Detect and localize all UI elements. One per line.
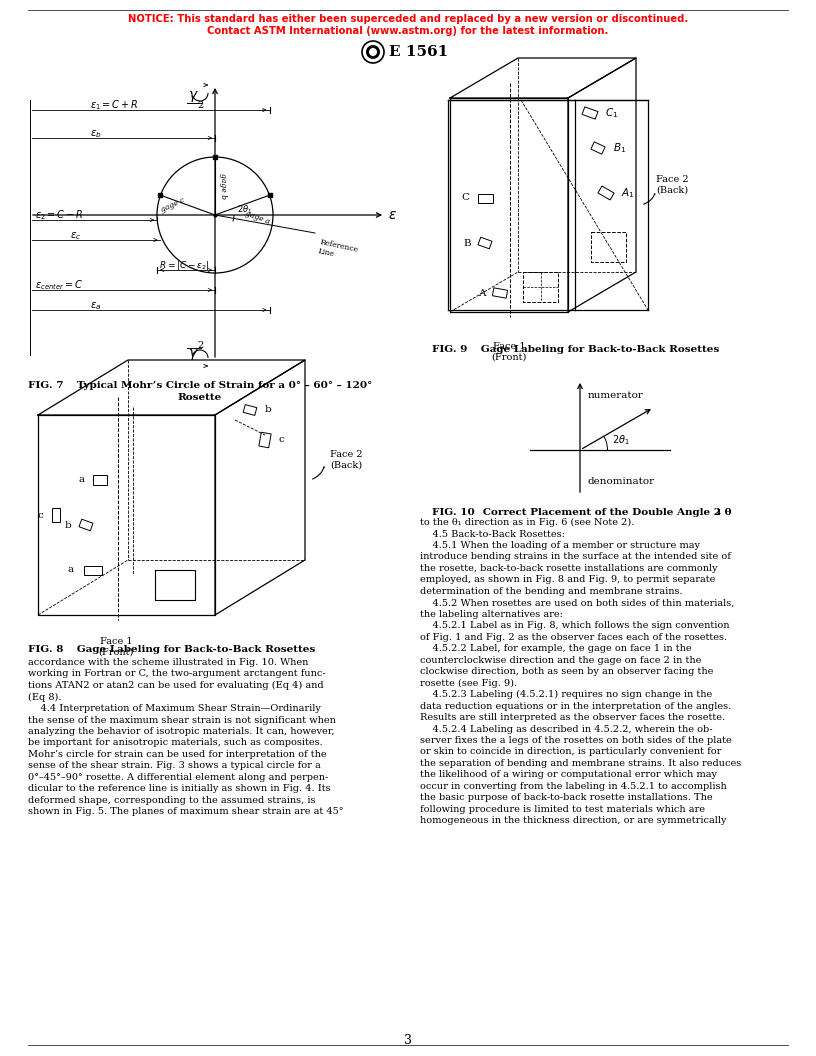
Text: $R=|C-\epsilon_2|$: $R=|C-\epsilon_2|$ bbox=[159, 259, 210, 272]
Text: $\gamma$: $\gamma$ bbox=[188, 346, 198, 361]
Text: gage a: gage a bbox=[244, 209, 271, 225]
Circle shape bbox=[369, 48, 377, 56]
Text: Gage Labeling for Back-to-Back Rosettes: Gage Labeling for Back-to-Back Rosettes bbox=[470, 345, 719, 354]
Text: c: c bbox=[278, 435, 284, 445]
Text: $\gamma$: $\gamma$ bbox=[188, 89, 198, 103]
Text: 2: 2 bbox=[197, 340, 204, 350]
Text: gage b: gage b bbox=[219, 173, 227, 199]
Text: Reference
Line: Reference Line bbox=[317, 238, 359, 263]
Text: Correct Placement of the Double Angle 2 θ: Correct Placement of the Double Angle 2 … bbox=[472, 508, 731, 517]
Text: A: A bbox=[478, 288, 486, 298]
Text: $C_1$: $C_1$ bbox=[605, 106, 619, 120]
Text: gage c: gage c bbox=[159, 196, 186, 214]
Text: NOTICE: This standard has either been superceded and replaced by a new version o: NOTICE: This standard has either been su… bbox=[128, 14, 688, 24]
Text: E 1561: E 1561 bbox=[389, 45, 448, 59]
Text: $\epsilon_{center} = C$: $\epsilon_{center} = C$ bbox=[35, 278, 83, 293]
Text: $2\theta_1$: $2\theta_1$ bbox=[612, 433, 630, 447]
Text: $\epsilon_2 = C-R$: $\epsilon_2 = C-R$ bbox=[35, 208, 83, 222]
Text: Face 1
(Front): Face 1 (Front) bbox=[98, 637, 134, 657]
Text: to the θ₁ direction as in Fig. 6 (see Note 2).
    4.5 Back-to-Back Rosettes:
  : to the θ₁ direction as in Fig. 6 (see No… bbox=[420, 518, 741, 825]
Text: $B_1$: $B_1$ bbox=[614, 142, 627, 155]
Text: $\epsilon$: $\epsilon$ bbox=[388, 208, 397, 222]
Circle shape bbox=[366, 45, 380, 59]
Text: 1: 1 bbox=[715, 508, 721, 516]
Text: Face 2
(Back): Face 2 (Back) bbox=[330, 450, 362, 470]
Text: $\epsilon_b$: $\epsilon_b$ bbox=[90, 128, 102, 140]
Text: $2\theta_1$: $2\theta_1$ bbox=[237, 204, 253, 216]
Text: Rosette: Rosette bbox=[178, 393, 222, 402]
FancyArrowPatch shape bbox=[313, 467, 324, 479]
Text: b: b bbox=[64, 521, 71, 529]
Text: Contact ASTM International (www.astm.org) for the latest information.: Contact ASTM International (www.astm.org… bbox=[207, 26, 609, 36]
Text: denominator: denominator bbox=[588, 477, 655, 487]
Text: a: a bbox=[68, 566, 74, 574]
Text: Gage Labeling for Back-to-Back Rosettes: Gage Labeling for Back-to-Back Rosettes bbox=[66, 645, 315, 654]
Text: FIG. 7: FIG. 7 bbox=[28, 381, 64, 390]
Text: 2: 2 bbox=[197, 101, 204, 111]
Text: Face 1
(Front): Face 1 (Front) bbox=[491, 342, 526, 361]
Text: C: C bbox=[461, 193, 469, 203]
Text: FIG. 8: FIG. 8 bbox=[28, 645, 64, 654]
FancyArrowPatch shape bbox=[644, 194, 654, 204]
Text: numerator: numerator bbox=[588, 391, 644, 399]
Text: B: B bbox=[463, 239, 471, 247]
Text: $\epsilon_a$: $\epsilon_a$ bbox=[90, 300, 101, 312]
Text: 3: 3 bbox=[404, 1034, 412, 1046]
Text: b: b bbox=[264, 406, 272, 415]
Text: FIG. 9: FIG. 9 bbox=[432, 345, 468, 354]
Text: $A_1$: $A_1$ bbox=[621, 186, 635, 200]
Text: $\epsilon_1 = C+R$: $\epsilon_1 = C+R$ bbox=[90, 98, 139, 112]
Text: c: c bbox=[37, 510, 43, 520]
Text: FIG. 10: FIG. 10 bbox=[432, 508, 475, 517]
Text: $\epsilon_c$: $\epsilon_c$ bbox=[70, 230, 82, 242]
Text: accordance with the scheme illustrated in Fig. 10. When
working in Fortran or C,: accordance with the scheme illustrated i… bbox=[28, 658, 344, 816]
Text: a: a bbox=[79, 475, 85, 485]
Text: Typical Mohr’s Circle of Strain for a 0° – 60° – 120°: Typical Mohr’s Circle of Strain for a 0°… bbox=[66, 381, 372, 390]
Text: Face 2
(Back): Face 2 (Back) bbox=[656, 175, 689, 194]
